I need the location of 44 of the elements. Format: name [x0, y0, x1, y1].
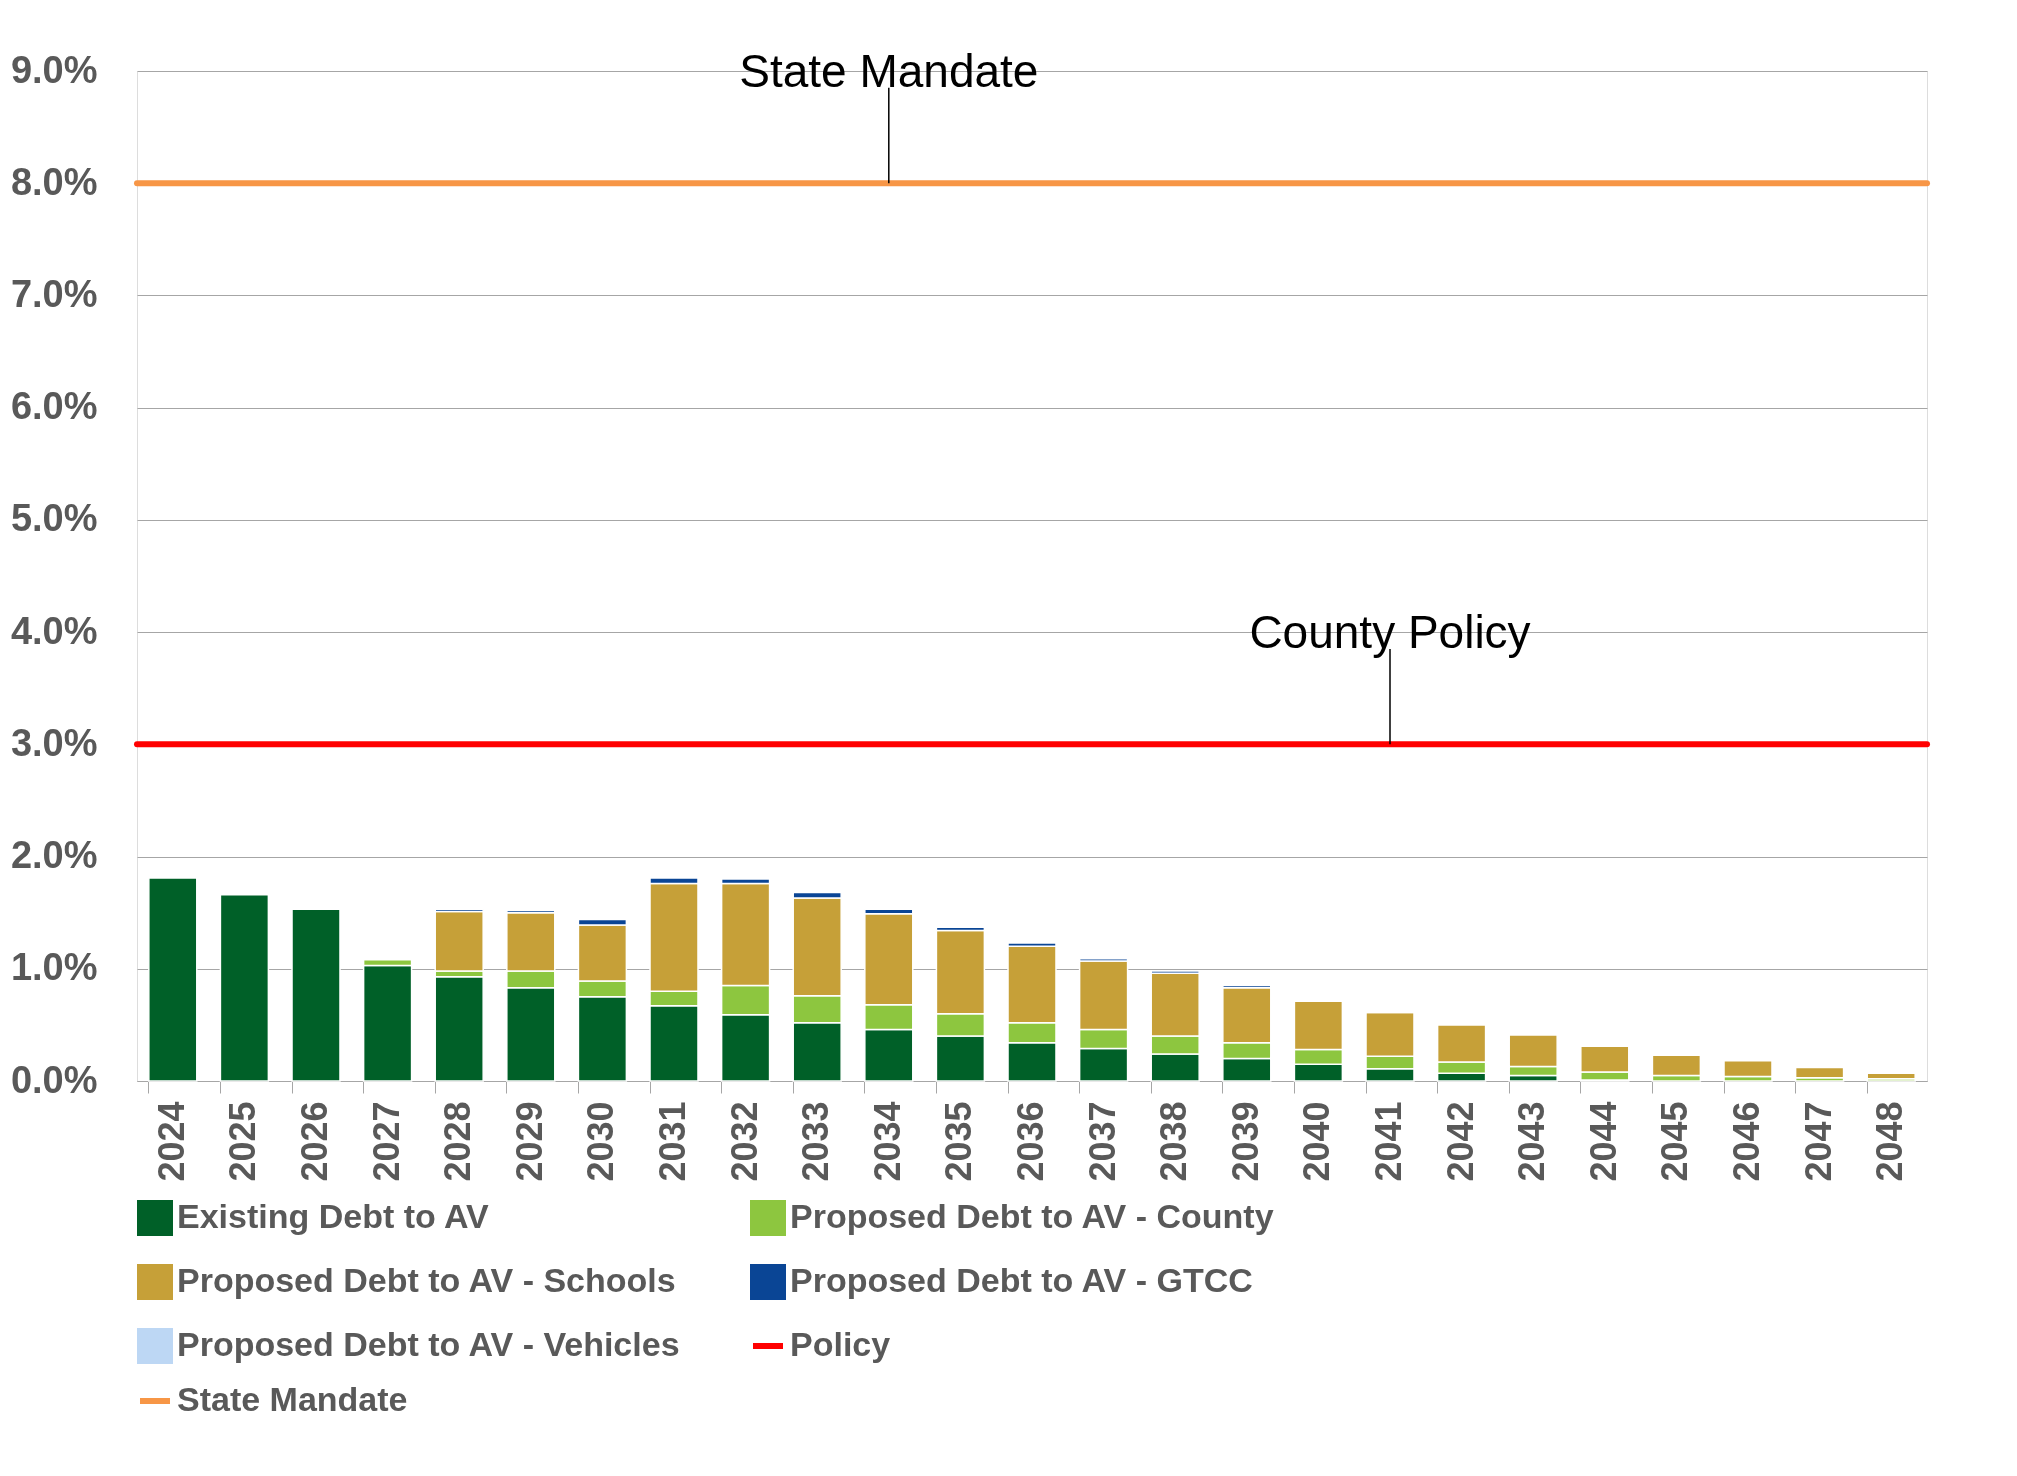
x-tick-label: 2036 — [1010, 1101, 1051, 1182]
x-tick-label: 2046 — [1726, 1101, 1767, 1182]
y-tick-label: 2.0% — [10, 834, 98, 877]
legend-label: Proposed Debt to AV - Schools — [177, 1261, 676, 1299]
x-tick-label: 2028 — [437, 1101, 479, 1182]
y-tick-label: 9.0% — [10, 48, 98, 91]
x-tick-label: 2041 — [1368, 1101, 1409, 1182]
x-tick-label: 2033 — [795, 1101, 837, 1182]
y-tick-label: 4.0% — [10, 609, 98, 652]
annotation: County Policy — [1249, 606, 1531, 659]
x-tick-label: 2040 — [1296, 1101, 1338, 1182]
x-tick-label: 2035 — [938, 1101, 980, 1182]
x-tick-label: 2032 — [723, 1101, 765, 1182]
y-tick-label: 6.0% — [10, 385, 98, 428]
x-tick-label: 2034 — [866, 1101, 908, 1182]
x-tick-label: 2043 — [1511, 1101, 1553, 1182]
legend-label: Existing Debt to AV — [177, 1197, 489, 1235]
legend-label: Proposed Debt to AV - GTCC — [790, 1261, 1253, 1299]
legend-label: Proposed Debt to AV - Vehicles — [177, 1325, 680, 1363]
y-tick-label: 8.0% — [10, 160, 98, 203]
x-tick-label: 2039 — [1224, 1101, 1266, 1182]
y-tick-label: 7.0% — [10, 272, 98, 315]
x-tick-label: 2025 — [222, 1101, 264, 1182]
y-tick-label: 3.0% — [10, 721, 98, 764]
x-tick-label: 2047 — [1797, 1101, 1839, 1182]
annotation: State Mandate — [739, 45, 1039, 98]
x-tick-label: 2038 — [1153, 1101, 1195, 1182]
x-tick-label: 2027 — [365, 1101, 407, 1182]
x-tick-label: 2045 — [1654, 1101, 1696, 1182]
legend-label: Proposed Debt to AV - County — [790, 1197, 1274, 1235]
x-tick-label: 2026 — [294, 1101, 335, 1182]
y-tick-label: 0.0% — [10, 1058, 98, 1101]
x-tick-label: 2044 — [1582, 1101, 1624, 1182]
x-tick-label: 2030 — [580, 1101, 622, 1182]
x-tick-label: 2024 — [150, 1101, 192, 1182]
x-tick-label: 2048 — [1869, 1101, 1911, 1182]
y-tick-label: 1.0% — [10, 946, 98, 989]
legend-label: State Mandate — [177, 1380, 408, 1418]
x-tick-label: 2037 — [1081, 1101, 1123, 1182]
x-tick-label: 2031 — [652, 1101, 693, 1182]
x-tick-label: 2029 — [508, 1101, 550, 1182]
legend-label: Policy — [790, 1325, 891, 1363]
x-tick-label: 2042 — [1439, 1101, 1481, 1182]
y-tick-label: 5.0% — [10, 497, 98, 540]
